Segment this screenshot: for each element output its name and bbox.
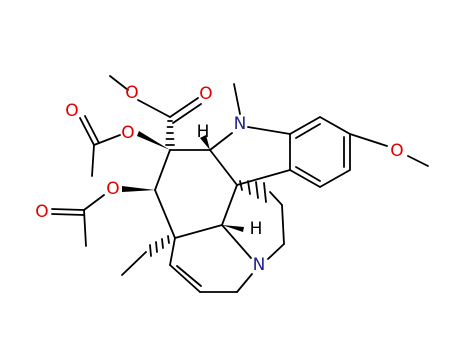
atom-label: N: [253, 255, 266, 275]
atom-label: O: [106, 179, 119, 199]
atom-label: O: [65, 101, 78, 121]
atom-label: N: [234, 114, 247, 134]
bonds: [51, 75, 429, 293]
atom-label: O: [390, 141, 403, 161]
atom-label: O: [121, 123, 134, 143]
atom-label: H: [250, 219, 263, 239]
atom-label: O: [125, 83, 138, 103]
atom-labels: O O O O O O O N N H H: [35, 83, 403, 275]
atom-label: O: [199, 84, 212, 104]
atom-label: O: [35, 202, 48, 222]
atom-label: H: [197, 122, 210, 142]
